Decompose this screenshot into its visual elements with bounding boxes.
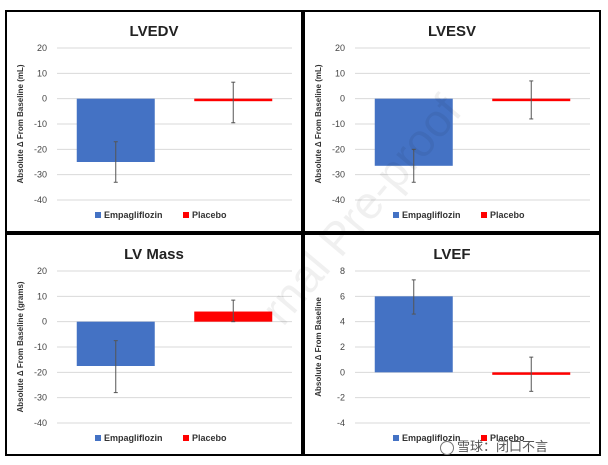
legend-label-empagliflozin: Empagliflozin [402,433,461,443]
legend-label-placebo: Placebo [192,210,227,220]
chart-title: LVEDV [130,23,179,40]
chart-title: LVEF [433,246,470,263]
chart-title: LVESV [428,23,476,40]
y-tick-label: -20 [34,367,47,377]
chart-svg: LVEDV 20 10 0 -10 -20 -30 -40 Absolute Δ From Ba… [16,23,292,220]
chart-panel-lvesv: LVESV 20 10 0 -10 -20 -30 -40 Absolute Δ From Ba… [303,10,601,233]
chart-panel-lvedv: LVEDV 20 10 0 -10 -20 -30 -40 Absolute Δ From Ba… [5,10,303,233]
y-tick-label: 0 [340,94,345,104]
y-tick-label: 4 [340,317,345,327]
y-tick-label: 10 [37,291,47,301]
legend-swatch-placebo [183,212,189,218]
y-tick-label: 20 [37,266,47,276]
chart-panel-lvef: LVEF 8 6 4 2 0 -2 -4 Absolute Δ From Baseline Emp… [303,233,601,456]
y-axis-label: Absolute Δ From Baseline (mL) [16,64,25,183]
legend-swatch-placebo [481,435,487,441]
y-tick-label: 2 [340,342,345,352]
legend-label-placebo: Placebo [490,433,525,443]
chart-svg: LVESV 20 10 0 -10 -20 -30 -40 Absolute Δ From Ba… [314,23,590,220]
y-tick-label: 0 [340,367,345,377]
y-axis-label: Absolute Δ From Baseline (mL) [314,64,323,183]
y-tick-label: -20 [332,144,345,154]
watermark: 雪球：闭口不言 [440,436,548,455]
chart-panel-lv-mass: LV Mass 20 10 0 -10 -20 -30 -40 Absolute Δ From … [5,233,303,456]
legend-label-empagliflozin: Empagliflozin [402,210,461,220]
y-tick-label: -20 [34,144,47,154]
y-tick-label: 8 [340,266,345,276]
y-axis-label: Absolute Δ From Baseline (grams) [16,281,25,412]
legend-label-empagliflozin: Empagliflozin [104,210,163,220]
chart-grid: LVEDV 20 10 0 -10 -20 -30 -40 Absolute Δ From Ba… [5,10,605,460]
y-tick-label: 10 [335,68,345,78]
y-tick-label: -30 [332,170,345,180]
y-tick-label: -10 [34,119,47,129]
y-tick-label: -40 [332,195,345,205]
legend-swatch-empagliflozin [393,435,399,441]
y-tick-label: -40 [34,418,47,428]
legend-swatch-empagliflozin [95,212,101,218]
y-tick-label: 20 [335,43,345,53]
chart-svg: LV Mass 20 10 0 -10 -20 -30 -40 Absolute Δ From … [16,246,292,443]
y-tick-label: -30 [34,393,47,403]
y-tick-label: -10 [34,342,47,352]
watermark-text: 雪球：闭口不言 [457,439,549,454]
y-tick-label: 0 [42,317,47,327]
y-tick-label: -40 [34,195,47,205]
legend-swatch-empagliflozin [393,212,399,218]
snowball-icon [440,440,454,455]
y-tick-label: -10 [332,119,345,129]
legend-label-placebo: Placebo [192,433,227,443]
legend-swatch-placebo [183,435,189,441]
legend-swatch-empagliflozin [95,435,101,441]
legend-swatch-placebo [481,212,487,218]
legend-label-placebo: Placebo [490,210,525,220]
y-tick-label: 20 [37,43,47,53]
y-tick-label: -4 [337,418,345,428]
chart-svg: LVEF 8 6 4 2 0 -2 -4 Absolute Δ From Baseline Emp… [314,246,590,443]
y-tick-label: -30 [34,170,47,180]
y-tick-label: -2 [337,393,345,403]
y-tick-label: 6 [340,291,345,301]
y-tick-label: 0 [42,94,47,104]
legend-label-empagliflozin: Empagliflozin [104,433,163,443]
y-axis-label: Absolute Δ From Baseline [314,297,323,397]
chart-title: LV Mass [124,246,184,263]
y-tick-label: 10 [37,68,47,78]
